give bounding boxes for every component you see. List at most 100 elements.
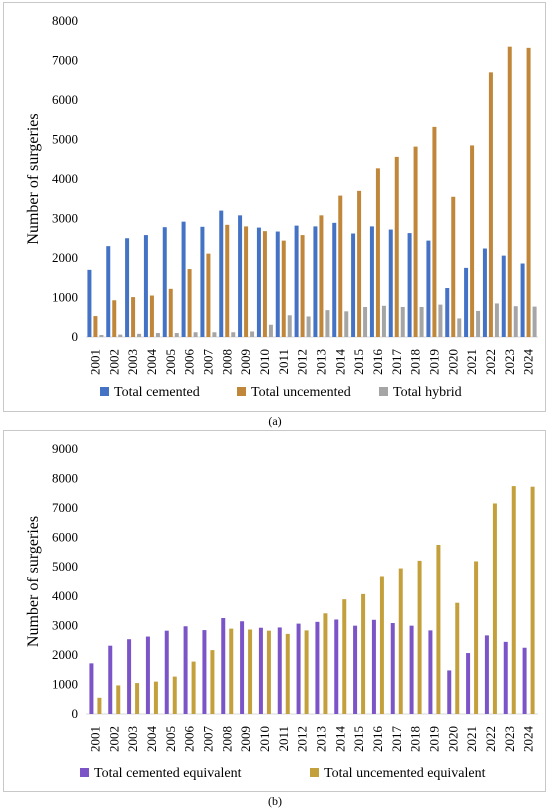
legend-swatch <box>100 387 109 396</box>
y-tick-label: 0 <box>72 706 79 721</box>
bar-total-cemented-equivalent-2016 <box>371 619 376 714</box>
x-tick-label: 2016 <box>370 726 385 753</box>
x-tick-label: 2005 <box>163 726 178 752</box>
bar-total-cemented-equivalent-2006 <box>183 626 188 714</box>
y-tick-label: 1000 <box>52 290 78 305</box>
bar-total-cemented-equivalent-2011 <box>277 627 282 714</box>
bar-total-uncemented-2022 <box>488 72 493 337</box>
legend-entry: Total uncemented <box>251 385 351 400</box>
bar-total-cemented-equivalent-2001 <box>89 663 94 714</box>
x-tick-label: 2004 <box>144 726 159 753</box>
y-tick-label: 6000 <box>52 529 78 544</box>
bar-total-hybrid-2005 <box>174 333 179 337</box>
bar-total-cemented-equivalent-2002 <box>108 645 113 714</box>
bar-total-uncemented-equivalent-2003 <box>135 683 140 714</box>
bar-total-hybrid-2017 <box>400 306 405 337</box>
bar-total-uncemented-2019 <box>432 126 437 337</box>
bar-total-uncemented-2006 <box>187 269 192 337</box>
y-tick-label: 2000 <box>52 250 78 265</box>
y-axis-label: Number of surgeries <box>25 113 42 244</box>
x-tick-label: 2009 <box>238 726 253 752</box>
bar-total-cemented-2018 <box>407 233 412 337</box>
x-tick-label: 2003 <box>125 726 140 752</box>
bar-total-uncemented-2015 <box>357 190 362 337</box>
bar-total-cemented-2021 <box>464 267 469 337</box>
x-tick-label: 2023 <box>502 726 517 752</box>
bar-total-cemented-2022 <box>482 248 487 337</box>
bar-total-cemented-2012 <box>294 225 299 337</box>
y-tick-label: 4000 <box>52 588 78 603</box>
y-tick-label: 9000 <box>52 441 78 456</box>
x-tick-label: 2024 <box>521 726 536 753</box>
x-tick-label: 2017 <box>389 349 404 376</box>
bar-total-cemented-2016 <box>369 226 374 337</box>
y-tick-label: 5000 <box>52 132 78 147</box>
x-tick-label: 2020 <box>445 349 460 375</box>
bar-total-hybrid-2021 <box>476 310 481 337</box>
caption-a: (a) <box>268 414 282 428</box>
bar-total-uncemented-2005 <box>168 288 173 337</box>
x-tick-label: 2002 <box>106 726 121 752</box>
caption-b: (b) <box>268 794 282 808</box>
x-tick-label: 2015 <box>351 349 366 375</box>
bar-total-uncemented-equivalent-2017 <box>398 568 403 714</box>
x-tick-label: 2016 <box>370 349 385 376</box>
bar-total-uncemented-equivalent-2010 <box>266 630 271 714</box>
bar-total-cemented-2017 <box>388 229 393 337</box>
bar-total-cemented-equivalent-2003 <box>127 639 132 714</box>
x-tick-label: 2008 <box>219 726 234 752</box>
bar-total-uncemented-2001 <box>93 316 98 337</box>
x-tick-label: 2001 <box>87 726 102 752</box>
chart-panel-a: 0 1000 2000 3000 4000 5000 6000 7000 8000 Number … <box>3 2 546 412</box>
bar-total-uncemented-equivalent-2019 <box>436 544 441 714</box>
bar-total-uncemented-equivalent-2006 <box>191 661 196 714</box>
bar-total-uncemented-equivalent-2008 <box>229 628 234 714</box>
y-tick-label: 1000 <box>52 677 78 692</box>
x-tick-label: 2012 <box>295 726 310 752</box>
x-tick-label: 2018 <box>408 349 423 375</box>
legend-entry: Total cemented equivalent <box>94 766 242 781</box>
legend-swatch <box>80 768 89 777</box>
x-tick-label: 2022 <box>483 349 498 375</box>
bar-total-cemented-equivalent-2014 <box>334 619 339 714</box>
x-tick-label: 2006 <box>182 349 197 376</box>
bar-total-cemented-equivalent-2018 <box>409 625 414 714</box>
bar-total-uncemented-equivalent-2023 <box>511 486 516 714</box>
bar-total-uncemented-equivalent-2012 <box>304 630 309 714</box>
y-tick-label: 3000 <box>52 211 78 226</box>
legend-swatch <box>310 768 319 777</box>
bar-total-cemented-2023 <box>501 255 506 337</box>
x-tick-label: 2011 <box>276 349 291 375</box>
bar-total-hybrid-2024 <box>532 306 537 337</box>
bar-total-hybrid-2018 <box>419 306 424 337</box>
bar-total-hybrid-2013 <box>325 310 330 337</box>
bar-total-uncemented-equivalent-2005 <box>172 676 177 714</box>
bar-total-uncemented-2011 <box>281 240 286 337</box>
bar-total-hybrid-2016 <box>381 305 386 337</box>
x-tick-label: 2022 <box>483 726 498 752</box>
bar-total-cemented-2006 <box>181 221 186 337</box>
bar-total-cemented-equivalent-2008 <box>221 618 226 714</box>
legend-entry: Total hybrid <box>393 385 462 400</box>
bar-total-cemented-equivalent-2024 <box>522 647 527 714</box>
x-tick-label: 2004 <box>144 349 159 376</box>
x-tick-label: 2010 <box>257 726 272 752</box>
y-tick-label: 4000 <box>52 171 78 186</box>
bar-total-cemented-equivalent-2010 <box>258 627 263 714</box>
bar-total-cemented-2009 <box>238 215 243 337</box>
bar-total-uncemented-2008 <box>225 224 230 337</box>
chart-panel-b: 0 1000 2000 3000 4000 5000 6000 7000 8000 9000 Num… <box>3 430 546 792</box>
bar-total-uncemented-2020 <box>451 196 456 337</box>
bar-total-cemented-equivalent-2020 <box>447 670 452 714</box>
y-tick-label: 6000 <box>52 92 78 107</box>
bar-total-uncemented-equivalent-2002 <box>116 685 121 714</box>
bar-total-hybrid-2019 <box>438 304 443 337</box>
bar-total-uncemented-equivalent-2013 <box>323 613 328 714</box>
bar-total-cemented-equivalent-2021 <box>466 653 471 714</box>
x-tick-label: 2019 <box>426 726 441 752</box>
bar-total-uncemented-2021 <box>470 145 475 337</box>
bar-total-cemented-equivalent-2005 <box>164 630 169 714</box>
bar-total-cemented-equivalent-2019 <box>428 630 433 714</box>
bar-total-uncemented-2016 <box>375 168 380 337</box>
x-tick-label: 2001 <box>87 349 102 375</box>
